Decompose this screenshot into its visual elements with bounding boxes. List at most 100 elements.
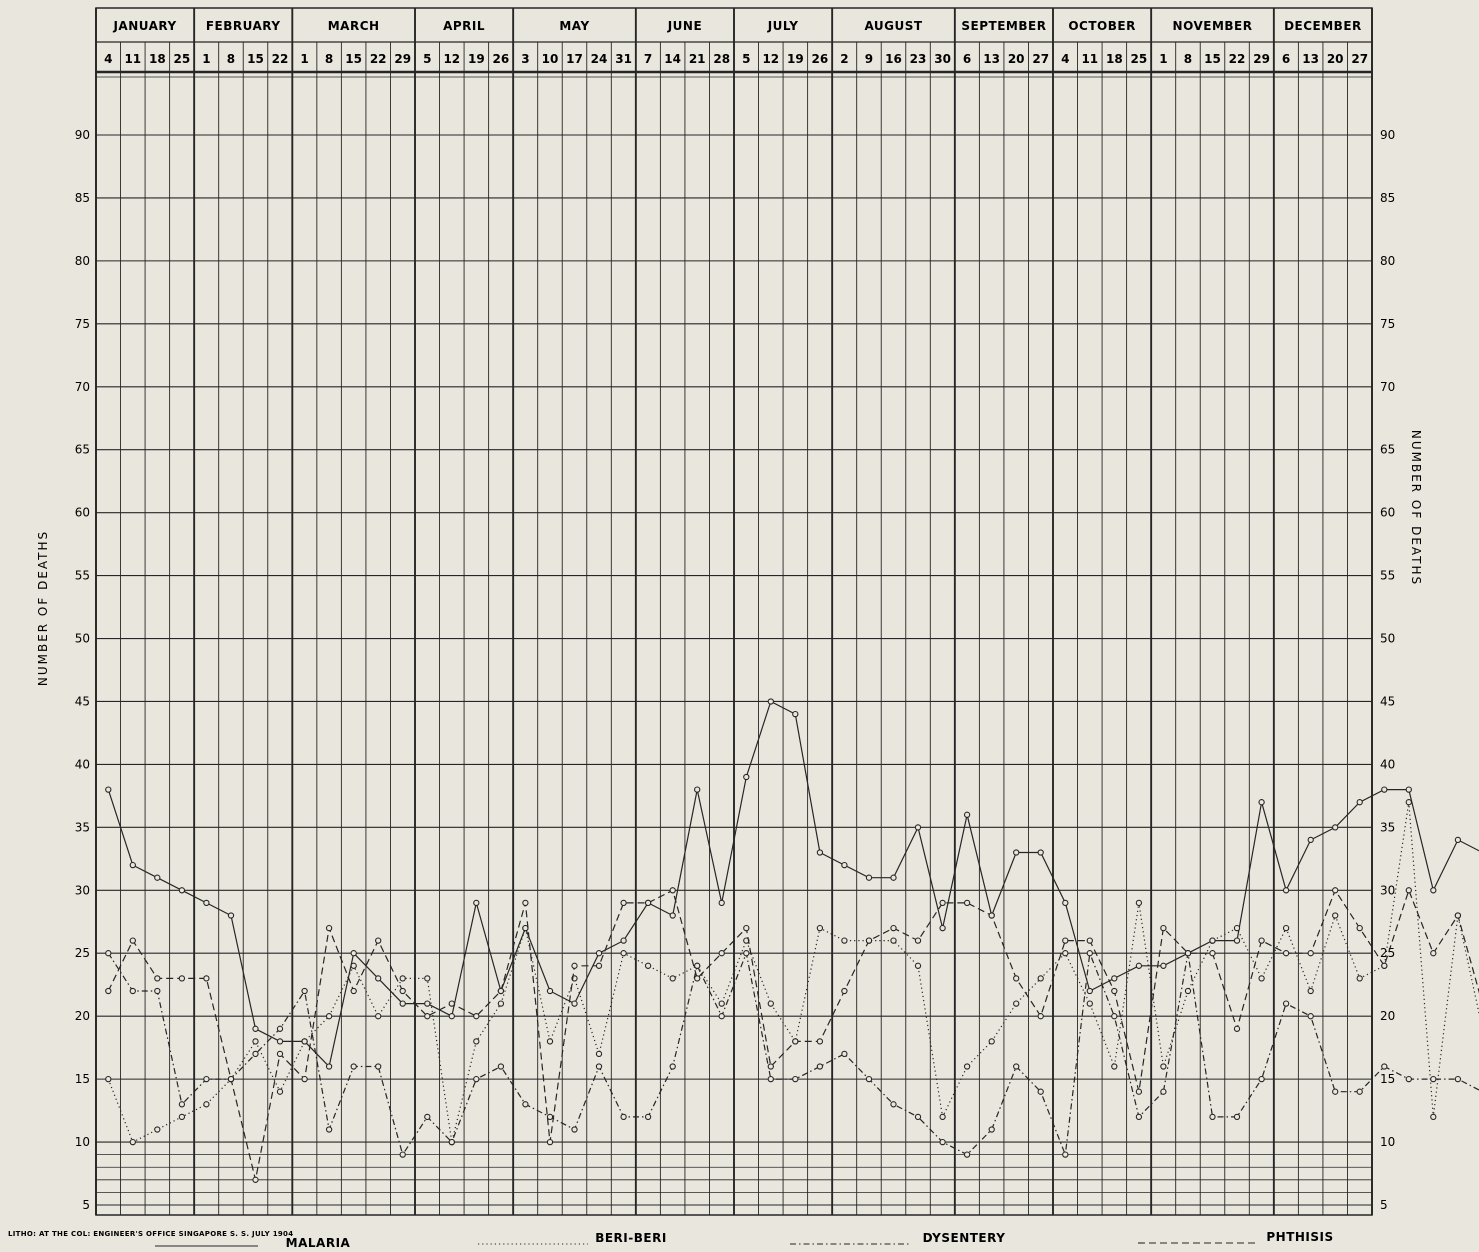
data-point [203, 1075, 210, 1083]
data-point [129, 937, 136, 944]
y-tick-label: 30 [1380, 883, 1395, 897]
week-label: 22 [370, 52, 387, 66]
data-point [620, 937, 627, 944]
data-point [154, 987, 161, 995]
data-point [473, 899, 480, 907]
data-point [1233, 924, 1241, 932]
week-label: 10 [542, 52, 559, 66]
data-point [276, 1038, 284, 1045]
data-point [1332, 824, 1339, 831]
data-point [375, 975, 382, 982]
data-point [448, 1013, 455, 1020]
data-point [1233, 937, 1241, 944]
data-point [399, 987, 406, 995]
y-tick-label: 65 [1380, 443, 1395, 457]
data-point [718, 1000, 725, 1007]
data-point [792, 710, 799, 718]
data-point [399, 1000, 406, 1007]
data-point [424, 975, 431, 982]
data-point [301, 1075, 308, 1083]
data-point [1405, 799, 1412, 806]
data-point [375, 1013, 382, 1020]
data-point [669, 912, 676, 919]
week-label: 19 [787, 52, 804, 66]
week-label: 27 [1351, 52, 1368, 66]
data-point [890, 937, 897, 944]
data-point [914, 937, 922, 944]
data-point [301, 1038, 308, 1045]
y-tick-label: 15 [75, 1072, 90, 1086]
y-tick-label: 90 [1380, 128, 1395, 142]
data-point [767, 1000, 774, 1007]
data-point [1405, 887, 1412, 894]
y-tick-label: 70 [1380, 380, 1395, 394]
data-point [1430, 887, 1437, 894]
y-tick-label: 5 [1380, 1198, 1388, 1212]
data-point [497, 987, 505, 995]
data-point [841, 861, 848, 869]
data-point [399, 975, 406, 982]
y-tick-label: 10 [75, 1135, 90, 1149]
data-point [154, 874, 161, 881]
data-point [595, 962, 603, 969]
data-point [497, 1063, 505, 1070]
data-point [105, 786, 112, 793]
data-point [203, 899, 210, 907]
week-label: 14 [664, 52, 681, 66]
data-point [792, 1038, 799, 1045]
data-point [939, 1138, 946, 1146]
month-label: JUNE [667, 19, 702, 33]
y-tick-label: 55 [75, 569, 90, 583]
data-point [1209, 1113, 1216, 1121]
week-label: 25 [174, 52, 191, 66]
week-label: 28 [713, 52, 730, 66]
data-point [1454, 912, 1462, 919]
month-label: AUGUST [864, 19, 922, 33]
data-point [178, 1113, 186, 1121]
data-point [1454, 836, 1462, 844]
data-point [1405, 1075, 1412, 1083]
data-point [325, 1063, 333, 1070]
legend-label: BERI-BERI [595, 1231, 667, 1245]
data-point [1381, 962, 1388, 969]
y-tick-label: 35 [75, 820, 90, 834]
month-label: MAY [559, 19, 589, 33]
imprint-note: LITHO: AT THE COL: ENGINEER'S OFFICE SIN… [8, 1230, 293, 1238]
data-point [1332, 887, 1339, 894]
week-label: 2 [840, 52, 848, 66]
y-tick-label: 60 [1380, 506, 1395, 520]
data-point [694, 962, 701, 969]
y-tick-label: 55 [1380, 569, 1395, 583]
data-point [718, 1013, 725, 1020]
data-point [350, 1063, 357, 1070]
data-point [1184, 987, 1192, 995]
week-label: 18 [1106, 52, 1123, 66]
data-point [963, 811, 971, 818]
series-dysentery [105, 950, 1479, 1158]
data-point [1258, 937, 1265, 944]
data-point [154, 1126, 161, 1133]
week-label: 31 [615, 52, 632, 66]
data-point [1111, 987, 1118, 995]
data-point [1405, 786, 1412, 793]
data-point [620, 950, 627, 957]
data-point [105, 987, 112, 995]
data-point [1135, 962, 1143, 969]
data-point [644, 1113, 652, 1121]
data-point [988, 912, 995, 919]
data-point [1233, 1113, 1241, 1121]
data-point [1307, 987, 1314, 995]
y-tick-label: 85 [75, 191, 90, 205]
data-point [816, 1038, 824, 1045]
week-label: 12 [762, 52, 779, 66]
data-point [1209, 950, 1216, 957]
week-label: 11 [124, 52, 141, 66]
y-tick-label: 40 [75, 757, 90, 771]
data-point [890, 1101, 897, 1108]
y-tick-label: 35 [1380, 820, 1395, 834]
y-tick-label: 70 [75, 380, 90, 394]
series-phthisis [105, 887, 1479, 1183]
data-point [890, 874, 897, 881]
data-point [1282, 887, 1290, 894]
data-point [1062, 1151, 1069, 1158]
